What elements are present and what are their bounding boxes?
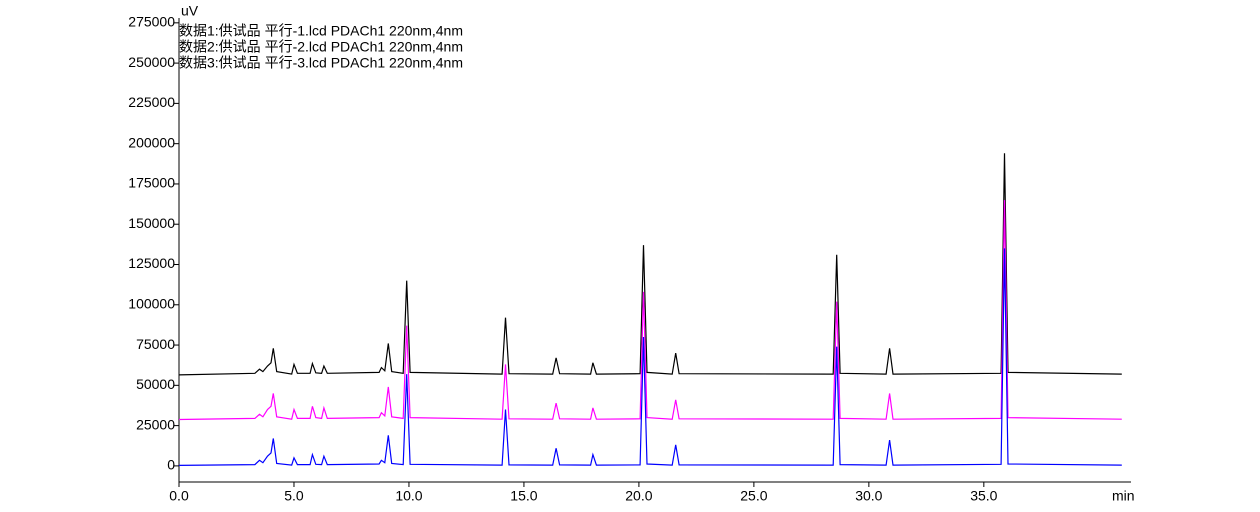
y-tick-label: 150000: [128, 215, 175, 231]
y-tick-label: 25000: [136, 416, 175, 432]
trace-line: [178, 153, 1122, 376]
y-tick-label: 100000: [128, 295, 175, 311]
y-tick-label: 175000: [128, 175, 175, 191]
y-tick-label: 200000: [128, 134, 175, 150]
y-axis-label: uV: [181, 3, 199, 19]
y-tick-label: 250000: [128, 54, 175, 70]
x-tick-label: 10.0: [395, 488, 422, 504]
y-tick-label: 0: [167, 457, 175, 473]
legend-entry: 数据3:供试品 平行-3.lcd PDACh1 220nm,4nm: [179, 55, 463, 71]
legend-entry: 数据2:供试品 平行-2.lcd PDACh1 220nm,4nm: [179, 39, 463, 55]
y-tick-label: 125000: [128, 255, 175, 271]
y-tick-label: 75000: [136, 336, 175, 352]
y-tick-label: 275000: [128, 14, 175, 30]
trace-line: [178, 248, 1122, 466]
x-axis-label: min: [1112, 488, 1135, 504]
y-tick-label: 50000: [136, 376, 175, 392]
y-tick-label: 225000: [128, 94, 175, 110]
x-tick-label: 5.0: [284, 488, 304, 504]
x-tick-label: 0.0: [169, 488, 189, 504]
x-tick-label: 15.0: [510, 488, 537, 504]
x-tick-label: 25.0: [740, 488, 767, 504]
legend-entry: 数据1:供试品 平行-1.lcd PDACh1 220nm,4nm: [179, 23, 463, 39]
x-tick-label: 35.0: [970, 488, 997, 504]
trace-line: [178, 200, 1122, 421]
x-tick-label: 30.0: [855, 488, 882, 504]
x-tick-label: 20.0: [625, 488, 652, 504]
